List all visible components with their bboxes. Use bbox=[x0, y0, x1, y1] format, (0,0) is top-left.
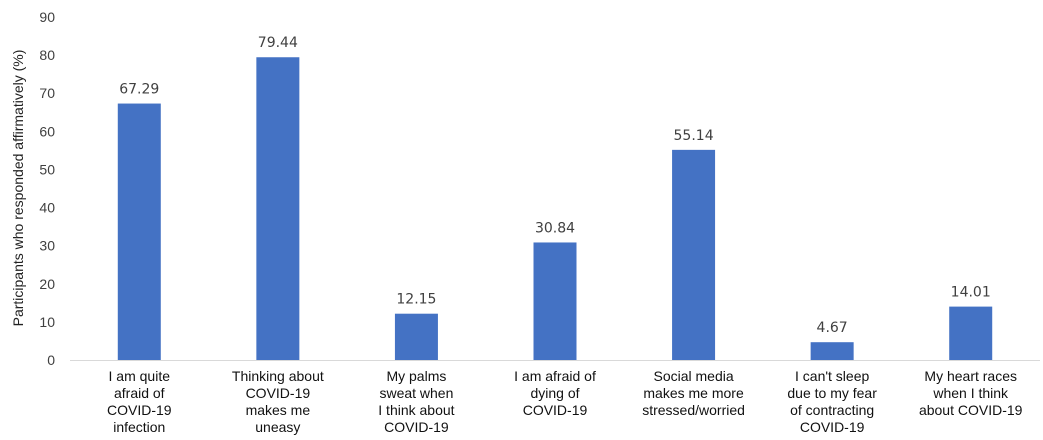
category-label-line: of contracting bbox=[790, 402, 874, 418]
y-tick-label: 60 bbox=[39, 123, 55, 139]
category-label-line: I am quite bbox=[109, 368, 171, 384]
category-label-line: dying of bbox=[530, 385, 579, 401]
category-label-line: Thinking about bbox=[232, 368, 324, 384]
category-label-line: My heart races bbox=[924, 368, 1017, 384]
data-label: 67.29 bbox=[119, 82, 159, 98]
category-label-line: makes me bbox=[246, 402, 311, 418]
category-label: I am quite afraid of COVID-19 infection bbox=[107, 368, 172, 435]
bar bbox=[810, 342, 854, 360]
category-label-line: COVID-19 bbox=[384, 419, 449, 435]
category-label-line: COVID-19 bbox=[523, 402, 588, 418]
category-label: I can't sleep due to my fear of contractin… bbox=[787, 368, 877, 435]
data-label: 4.67 bbox=[817, 320, 848, 336]
category-label-line: due to my fear bbox=[787, 385, 877, 401]
category-label-line: I am afraid of bbox=[514, 368, 596, 384]
y-tick-label: 10 bbox=[39, 314, 55, 330]
y-tick-label: 70 bbox=[39, 85, 55, 101]
bar bbox=[672, 149, 716, 360]
data-label: 55.14 bbox=[674, 128, 714, 144]
y-axis-label: Participants who responded affirmatively… bbox=[10, 50, 26, 327]
category-label: Thinking about COVID-19 makes me uneasy bbox=[232, 368, 324, 435]
category-label-line: when I think bbox=[932, 385, 1009, 401]
category-label-line: infection bbox=[113, 419, 165, 435]
category-label-line: I think about bbox=[378, 402, 454, 418]
category-label-line: sweat when bbox=[379, 385, 453, 401]
category-label-line: COVID-19 bbox=[246, 385, 311, 401]
category-label-line: stressed/worried bbox=[642, 402, 745, 418]
y-tick-label: 40 bbox=[39, 200, 55, 216]
bar bbox=[949, 306, 993, 360]
category-label-line: Social media bbox=[653, 368, 733, 384]
category-label-line: My palms bbox=[386, 368, 446, 384]
data-label: 14.01 bbox=[951, 285, 991, 301]
data-label: 12.15 bbox=[396, 292, 436, 308]
y-tick-label: 0 bbox=[47, 352, 55, 368]
category-label: Social media makes me more stressed/worrie… bbox=[642, 368, 745, 418]
bars bbox=[117, 57, 993, 361]
bar bbox=[256, 57, 300, 361]
data-labels: 67.29 79.44 12.15 30.84 55.14 4.67 14.01 bbox=[119, 35, 991, 336]
category-label-line: COVID-19 bbox=[800, 419, 865, 435]
y-tick-label: 20 bbox=[39, 276, 55, 292]
category-label: I am afraid of dying of COVID-19 bbox=[514, 368, 596, 418]
y-tick-label: 50 bbox=[39, 161, 55, 177]
y-tick-label: 80 bbox=[39, 47, 55, 63]
bar bbox=[533, 242, 577, 360]
category-label-line: afraid of bbox=[114, 385, 165, 401]
category-label-line: COVID-19 bbox=[107, 402, 172, 418]
category-label-line: I can't sleep bbox=[795, 368, 869, 384]
bar bbox=[117, 103, 161, 361]
bar bbox=[394, 313, 438, 360]
category-label: My heart races when I think about COVID-19 bbox=[919, 368, 1023, 418]
y-tick-label: 30 bbox=[39, 238, 55, 254]
category-label-line: makes me more bbox=[643, 385, 744, 401]
data-label: 79.44 bbox=[258, 35, 298, 51]
category-label: My palms sweat when I think about COVID-19 bbox=[378, 368, 454, 435]
y-tick-label: 90 bbox=[39, 9, 55, 25]
category-label-line: uneasy bbox=[255, 419, 300, 435]
category-labels: I am quite afraid of COVID-19 infectionThin… bbox=[107, 368, 1023, 435]
data-label: 30.84 bbox=[535, 220, 575, 236]
y-axis-ticks: 0 10 20 30 40 50 60 70 80 90 bbox=[39, 9, 55, 368]
category-label-line: about COVID-19 bbox=[919, 402, 1023, 418]
